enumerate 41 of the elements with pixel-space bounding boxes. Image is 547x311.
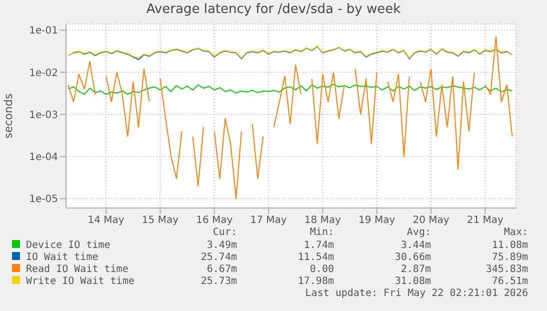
- x-tick-label: 16 May: [196, 215, 233, 226]
- legend-label: Read IO Wait time: [25, 263, 130, 275]
- text: 11.08m: [490, 239, 528, 251]
- x-tick-label: 21 May: [466, 215, 504, 226]
- text: 25.73m: [200, 275, 237, 287]
- y-tick-label: 1e-05: [29, 194, 58, 206]
- text: 1.74m: [302, 239, 334, 251]
- text: 17.98m: [296, 275, 334, 287]
- text: 3.44m: [400, 239, 431, 251]
- text: Cur:: [212, 226, 237, 239]
- y-axis-title: seconds: [2, 93, 15, 138]
- text: 76.51m: [490, 275, 528, 287]
- chart-title: Average latency for /dev/sda - by week: [145, 2, 402, 17]
- text: Max:: [502, 226, 528, 239]
- text: 6.67m: [206, 263, 237, 275]
- text: 2.87m: [400, 263, 431, 275]
- x-tick-label: 19 May: [358, 215, 396, 226]
- text: 75.89m: [490, 251, 528, 263]
- y-tick-label: 1e-03: [29, 110, 58, 121]
- legend-label: Write IO Wait time: [25, 275, 136, 287]
- text: 31.08m: [394, 275, 431, 287]
- text: 25.74m: [200, 251, 237, 263]
- text: Last update: Fri May 22 02:21:01 2026: [304, 287, 528, 299]
- line-series: [68, 84, 513, 95]
- legend-label: IO Wait time: [25, 251, 100, 263]
- y-tick-label: 1e-01: [29, 26, 58, 37]
- x-tick-label: 17 May: [250, 215, 287, 226]
- text: 345.83m: [484, 263, 528, 275]
- text: 0.00: [308, 263, 334, 275]
- text: Avg:: [406, 226, 431, 239]
- text: 11.54m: [296, 251, 334, 263]
- x-tick-label: 14 May: [88, 215, 124, 226]
- legend-label: Device IO time: [25, 239, 112, 251]
- x-tick-label: 20 May: [412, 215, 450, 226]
- y-tick-label: 1e-02: [29, 68, 58, 79]
- text: 3.49m: [206, 239, 237, 251]
- x-tick-label: 18 May: [304, 215, 342, 226]
- x-tick-label: 15 May: [142, 215, 179, 226]
- text: 30.66m: [394, 251, 431, 263]
- text: Min:: [308, 226, 334, 239]
- y-tick-label: 1e-04: [29, 152, 58, 164]
